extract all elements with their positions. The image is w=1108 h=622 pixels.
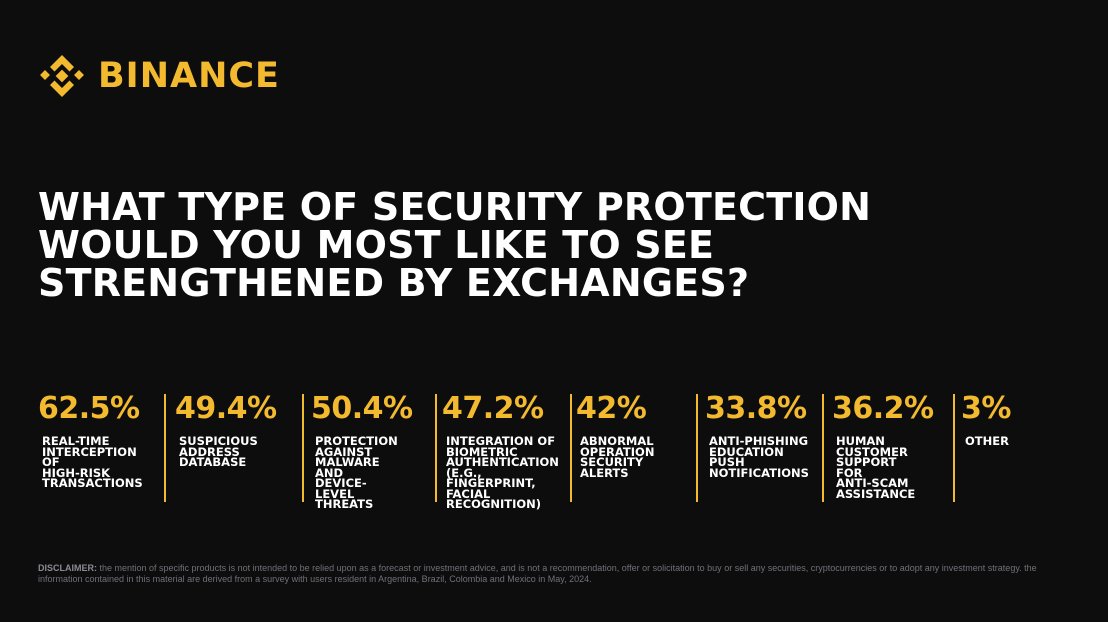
stat-label: SUSPICIOUS ADDRESS DATABASE (179, 434, 258, 469)
disclaimer-label: DISCLAIMER: (38, 563, 97, 573)
stat-value: 42% (576, 391, 647, 426)
column-divider (822, 394, 824, 502)
stat-value: 50.4% (311, 391, 413, 426)
brand-name: BINANCE (98, 56, 280, 96)
column-divider (435, 394, 437, 502)
stat-value: 62.5% (38, 391, 140, 426)
column-divider (570, 394, 572, 502)
stat-label: PROTECTION AGAINST MALWARE AND DEVICE-LE… (315, 434, 398, 511)
stat-label: OTHER (965, 434, 1009, 448)
disclaimer-text: the mention of specific products is not … (38, 563, 1037, 584)
stat-label: ABNORMAL OPERATION SECURITY ALERTS (580, 434, 655, 480)
title-line-2: WOULD YOU MOST LIKE TO SEE (38, 223, 715, 267)
column-divider (696, 394, 698, 502)
stat-value: 33.8% (705, 391, 807, 426)
stat-label: REAL-TIME INTERCEPTION OF HIGH-RISK TRAN… (42, 434, 143, 490)
stat-label: INTEGRATION OF BIOMETRIC AUTHENTICATION … (446, 434, 559, 511)
brand-logo: BINANCE (38, 52, 280, 100)
column-divider (302, 394, 304, 502)
survey-results: 62.5% REAL-TIME INTERCEPTION OF HIGH-RIS… (0, 391, 1108, 510)
page-title: WHAT TYPE OF SECURITY PROTECTION WOULD Y… (38, 188, 998, 302)
binance-diamond-logo-icon (40, 55, 84, 97)
stat-value: 49.4% (175, 391, 277, 426)
stat-value: 47.2% (442, 391, 544, 426)
stat-value: 3% (961, 391, 1011, 426)
disclaimer: DISCLAIMER: the mention of specific prod… (38, 563, 1038, 585)
title-line-1: WHAT TYPE OF SECURITY PROTECTION (38, 185, 872, 229)
stat-value: 36.2% (832, 391, 934, 426)
stat-label: ANTI-PHISHING EDUCATION PUSH NOTIFICATIO… (709, 434, 809, 480)
title-line-3: STRENGTHENED BY EXCHANGES? (38, 261, 750, 305)
column-divider (164, 394, 166, 502)
column-divider (953, 394, 955, 502)
stat-label: HUMAN CUSTOMER SUPPORT FOR ANTI-SCAM ASS… (836, 434, 916, 501)
